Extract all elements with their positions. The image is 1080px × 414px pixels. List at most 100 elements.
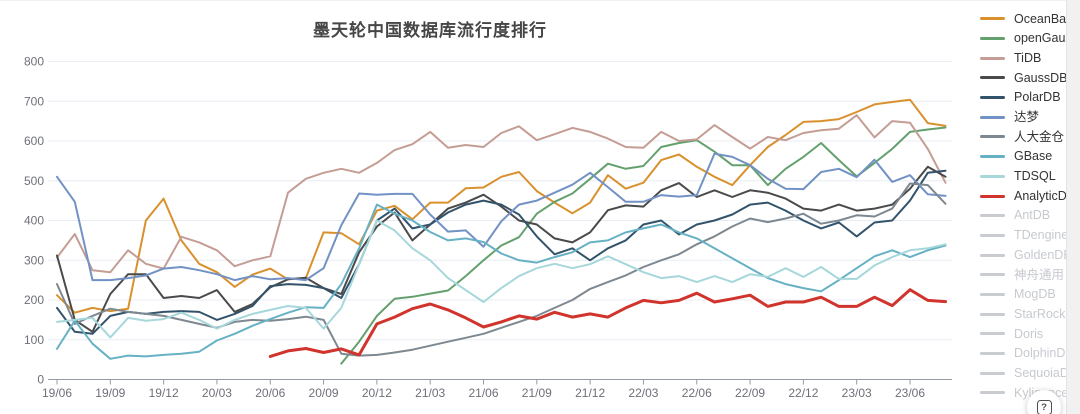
legend-label: Doris [1014, 326, 1044, 341]
legend-label: 神舟通用 [1014, 267, 1065, 282]
legend-label: 人大金仓 [1014, 129, 1065, 144]
y-axis-label: 800 [24, 55, 44, 69]
legend-item-PolarDB[interactable]: PolarDB [980, 88, 1079, 108]
legend-label: GoldenDB [1014, 247, 1072, 262]
legend-item-OceanBase[interactable]: OceanBase [980, 9, 1079, 29]
x-axis-label: 20/12 [362, 386, 392, 400]
x-axis-label: 22/09 [735, 386, 765, 400]
x-axis-label: 20/03 [202, 386, 232, 400]
x-axis-label: 20/09 [309, 386, 339, 400]
legend-line-icon [980, 391, 1005, 395]
x-axis-label: 21/06 [468, 386, 498, 400]
legend-line-icon [980, 56, 1005, 60]
legend-line-icon [980, 135, 1005, 139]
x-axis-label: 19/09 [95, 386, 125, 400]
x-axis-label: 23/06 [895, 386, 925, 400]
legend-line-icon [980, 253, 1005, 257]
legend-line-icon [980, 352, 1005, 356]
legend: OceanBase openGauss TiDB GaussDB PolarDB 达梦人大… [980, 9, 1079, 403]
legend-line-icon [980, 332, 1005, 336]
legend-label: 达梦 [1014, 110, 1040, 125]
legend-item-Doris[interactable]: Doris [980, 324, 1079, 344]
legend-item-TiDB[interactable]: TiDB [980, 48, 1079, 68]
legend-label: GBase [1014, 149, 1053, 164]
help-button[interactable]: ? [1027, 390, 1061, 414]
series-line-OceanBase [56, 98, 947, 314]
legend-line-icon [980, 312, 1005, 316]
legend-item-SequoiaDB[interactable]: SequoiaDB [980, 363, 1079, 383]
help-icon: ? [1036, 399, 1052, 414]
legend-label: TDSQL [1014, 169, 1056, 184]
series-line-TDSQL [56, 219, 947, 339]
legend-label: MogDB [1014, 287, 1056, 302]
legend-label: DolphinDB [1014, 346, 1074, 361]
x-axis-label: 22/03 [628, 386, 658, 400]
chart-title: 墨天轮中国数据库流行度排行 [313, 21, 547, 40]
legend-line-icon [980, 76, 1005, 80]
legend-line-icon [980, 37, 1005, 41]
y-axis-label: 700 [24, 94, 44, 108]
legend-item-AntDB[interactable]: AntDB [980, 206, 1079, 226]
legend-item-人大金仓[interactable]: 人大金仓 [980, 127, 1079, 147]
x-axis-label: 22/12 [788, 386, 818, 400]
legend-label: openGauss [1014, 31, 1078, 46]
legend-line-icon [980, 96, 1005, 100]
y-axis-label: 600 [24, 134, 44, 148]
legend-line-icon [980, 214, 1005, 218]
legend-label: AnalyticDB [1014, 188, 1076, 203]
x-axis-label: 22/06 [682, 386, 712, 400]
legend-line-icon [980, 115, 1005, 119]
legend-item-GaussDB[interactable]: GaussDB [980, 68, 1079, 88]
series-line-PolarDB [56, 169, 947, 335]
legend-line-icon [980, 273, 1005, 277]
legend-line-icon [980, 292, 1005, 296]
x-axis-label: 21/09 [522, 386, 552, 400]
y-axis-label: 100 [24, 333, 44, 347]
y-axis-label: 300 [24, 253, 44, 267]
series-line-openGauss [340, 126, 947, 365]
legend-line-icon [980, 17, 1005, 21]
x-axis-label: 19/12 [149, 386, 179, 400]
legend-item-TDengine[interactable]: TDengine [980, 226, 1079, 246]
series-line-GBase [56, 203, 947, 360]
legend-label: TiDB [1014, 50, 1042, 65]
legend-line-icon [980, 233, 1005, 237]
legend-label: OceanBase [1014, 11, 1080, 26]
legend-item-GBase[interactable]: GBase [980, 147, 1079, 167]
legend-item-AnalyticDB[interactable]: AnalyticDB [980, 186, 1079, 206]
legend-label: PolarDB [1014, 90, 1061, 105]
x-axis-label: 19/06 [42, 386, 72, 400]
legend-label: StarRocks [1014, 306, 1072, 321]
x-axis-label: 23/03 [842, 386, 872, 400]
y-axis-label: 400 [24, 214, 44, 228]
legend-line-icon [980, 155, 1005, 159]
legend-item-StarRocks[interactable]: StarRocks [980, 304, 1079, 324]
x-axis-label: 21/03 [415, 386, 445, 400]
series-line-TiDB [56, 114, 947, 274]
legend-item-TDSQL[interactable]: TDSQL [980, 167, 1079, 187]
legend-item-openGauss[interactable]: openGauss [980, 29, 1079, 49]
legend-item-MogDB[interactable]: MogDB [980, 285, 1079, 305]
legend-item-DolphinDB[interactable]: DolphinDB [980, 344, 1079, 364]
legend-label: GaussDB [1014, 70, 1068, 85]
series-line-达梦 [56, 152, 947, 282]
legend-item-达梦[interactable]: 达梦 [980, 107, 1079, 127]
legend-item-GoldenDB[interactable]: GoldenDB [980, 245, 1079, 265]
y-axis-label: 200 [24, 293, 44, 307]
legend-item-神舟通用[interactable]: 神舟通用 [980, 265, 1079, 285]
y-axis-label: 500 [24, 174, 44, 188]
series-line-GaussDB [56, 165, 947, 333]
page-top-divider [0, 0, 1080, 1]
y-axis-label: 0 [37, 373, 44, 387]
scrollbar-track[interactable] [1066, 0, 1080, 414]
legend-label: AntDB [1014, 208, 1051, 223]
legend-line-icon [980, 371, 1005, 375]
legend-line-icon [980, 194, 1005, 198]
legend-line-icon [980, 174, 1005, 178]
series-line-人大金仓 [56, 182, 947, 357]
legend-label: SequoiaDB [1014, 365, 1078, 380]
series-line-AnalyticDB [268, 288, 947, 358]
x-axis-label: 21/12 [575, 386, 605, 400]
